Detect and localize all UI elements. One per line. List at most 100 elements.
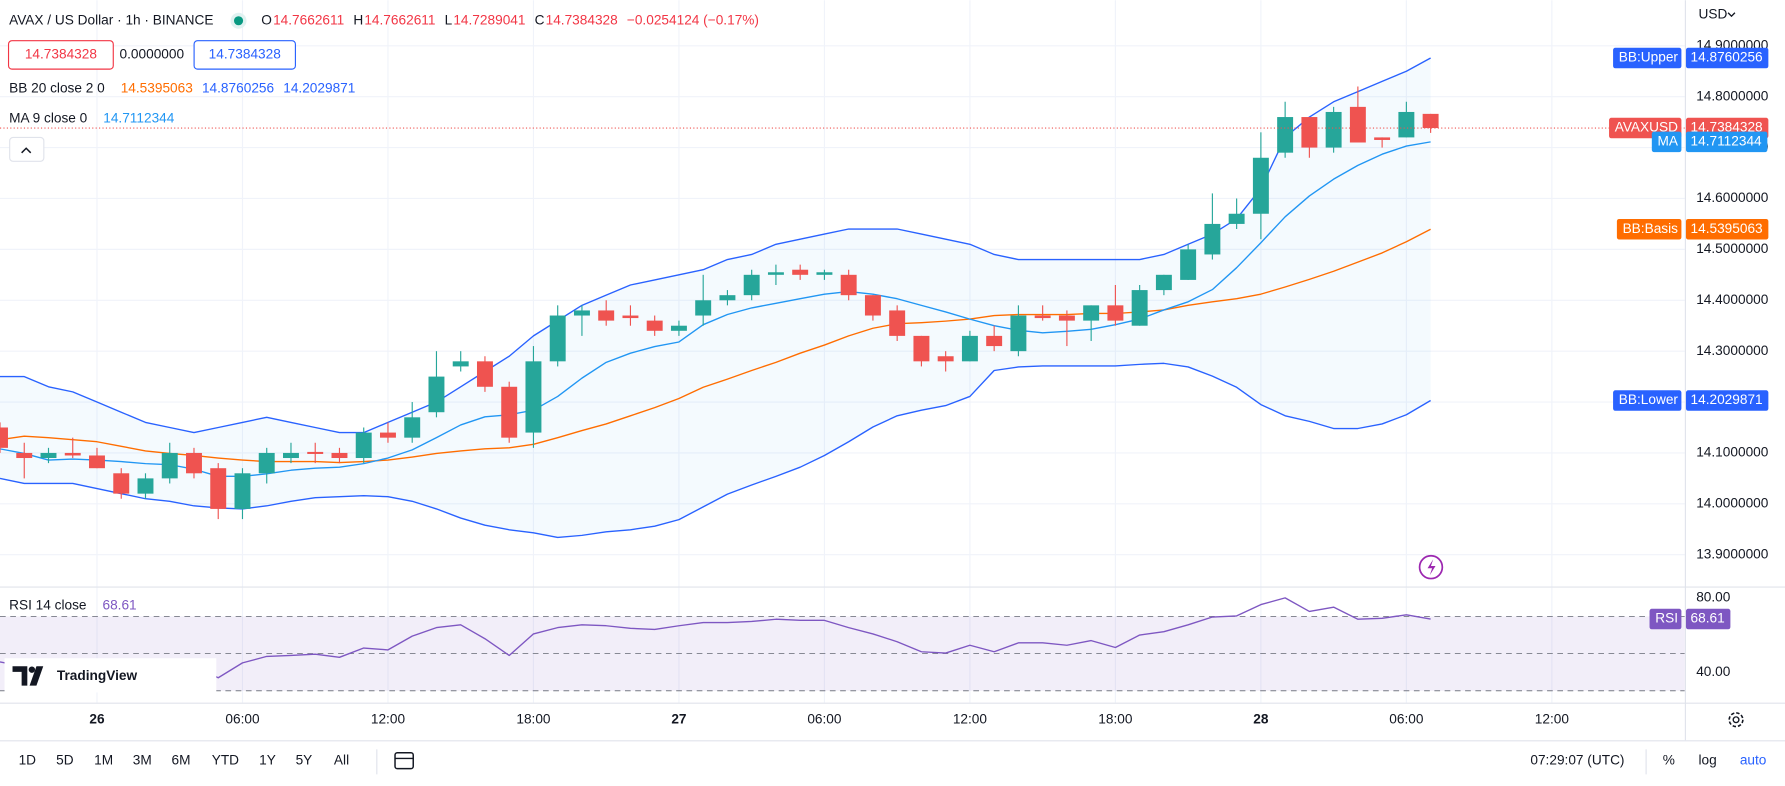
- price-change: −0.0254124 (−0.17%): [627, 12, 759, 27]
- candle-body: [428, 376, 445, 413]
- alert-bolt[interactable]: [1427, 559, 1436, 576]
- range-button[interactable]: 3M: [133, 752, 152, 767]
- legend-title[interactable]: RSI 14 close: [9, 597, 86, 612]
- candle-body: [695, 300, 712, 316]
- price-tag-value-box: [1685, 131, 1768, 153]
- candle-body: [1204, 223, 1221, 255]
- price-tag-value: 14.7384328: [1691, 120, 1763, 135]
- ohlc-value: 14.7289041: [453, 12, 525, 27]
- legend-value: 14.2029871: [283, 81, 355, 96]
- price-tag-name: RSI: [1655, 611, 1678, 626]
- brand-logo[interactable]: [12, 666, 44, 686]
- price-tag-name: AVAXUSD: [1615, 120, 1678, 135]
- rsi-plot: [0, 597, 1685, 692]
- legend-title[interactable]: BB 20 close 2 0: [9, 81, 105, 96]
- currency-caret[interactable]: [1727, 12, 1736, 18]
- ohlc-label: H: [353, 12, 363, 27]
- ohlc-label: L: [445, 12, 453, 27]
- scale-option[interactable]: %: [1663, 752, 1675, 767]
- scale-option[interactable]: auto: [1740, 752, 1767, 767]
- candle-body: [937, 356, 954, 362]
- candle-body: [1325, 111, 1342, 148]
- price-tag-name-box: [1649, 608, 1682, 630]
- candle-body: [355, 432, 372, 459]
- candle-body: [1228, 213, 1245, 224]
- ohlc-value: 14.7662611: [364, 12, 435, 27]
- candle-body: [549, 315, 566, 362]
- price-tag-name-box: [1651, 131, 1682, 153]
- scale-option[interactable]: log: [1698, 752, 1716, 767]
- range-button[interactable]: 5Y: [296, 752, 313, 767]
- candle-body: [986, 335, 1003, 347]
- candle-body: [961, 335, 978, 362]
- range-button[interactable]: 1D: [19, 752, 37, 767]
- ask-price[interactable]: 14.7384328: [209, 47, 281, 62]
- candle-body: [1034, 315, 1051, 319]
- candle-body: [1349, 106, 1366, 143]
- price-tag-value: 14.8760256: [1691, 50, 1763, 65]
- x-tick-label: 18:00: [1098, 711, 1133, 726]
- x-tick-label: 06:00: [1389, 711, 1424, 726]
- legend-value: 14.7112344: [103, 110, 175, 125]
- ohlc-label: O: [261, 12, 272, 27]
- candle-body: [501, 386, 518, 438]
- candle-body: [331, 452, 348, 459]
- x-tick-label: 28: [1253, 711, 1269, 726]
- x-tick-label: 12:00: [953, 711, 988, 726]
- overlay-layer: USD 14.7384328 0.0000000 14.7384328 Trad…: [4, 7, 1769, 775]
- range-button[interactable]: YTD: [212, 752, 239, 767]
- range-button[interactable]: All: [334, 752, 349, 767]
- candle-body: [40, 452, 57, 459]
- candle-body: [840, 274, 857, 296]
- candle-body: [476, 361, 493, 387]
- grid-layer: [0, 0, 1685, 703]
- candle-body: [161, 452, 178, 479]
- candle-body: [889, 310, 906, 336]
- brand-name[interactable]: TradingView: [57, 668, 138, 683]
- brand-logo-dot[interactable]: [28, 666, 36, 673]
- candle-body: [1301, 117, 1318, 148]
- legend-title[interactable]: MA 9 close 0: [9, 110, 88, 125]
- collapse-icon[interactable]: [21, 147, 32, 154]
- candle-body: [1180, 249, 1197, 280]
- range-button[interactable]: 1M: [94, 752, 113, 767]
- ohlc-value: 14.7662611: [273, 12, 344, 27]
- bid-box[interactable]: [7, 40, 114, 70]
- candle-body: [452, 361, 469, 367]
- price-tag-name: BB:Upper: [1619, 50, 1679, 65]
- ohlc-label: C: [535, 12, 545, 27]
- candle-body: [1010, 315, 1027, 352]
- price-tag-name: BB:Lower: [1619, 392, 1679, 407]
- range-button[interactable]: 1Y: [259, 752, 276, 767]
- y-tick-label: 14.6000000: [1696, 190, 1769, 205]
- candle-body: [404, 417, 421, 438]
- range-button[interactable]: 6M: [172, 752, 191, 767]
- goto-date-icon[interactable]: [394, 751, 414, 770]
- y-tick-label: 14.8000000: [1696, 88, 1769, 103]
- chart-title[interactable]: AVAX / US Dollar · 1h · BINANCE: [9, 12, 213, 27]
- candle-body: [210, 468, 227, 509]
- candle-body: [646, 320, 663, 331]
- legend-value: 14.5395063: [121, 81, 193, 96]
- price-tag-value-box: [1685, 390, 1769, 411]
- price-tag-value: 14.5395063: [1691, 221, 1763, 236]
- settings-icon[interactable]: [1728, 712, 1744, 728]
- main-plot: [0, 57, 1685, 539]
- candle-body: [1107, 305, 1124, 321]
- range-button[interactable]: 5D: [56, 752, 74, 767]
- candle-body: [792, 269, 809, 275]
- price-tag-value: 68.61: [1691, 611, 1725, 626]
- price-tag-name: MA: [1658, 133, 1679, 148]
- x-tick-label: 26: [89, 711, 105, 726]
- bid-price[interactable]: 14.7384328: [25, 47, 97, 62]
- candle-body: [0, 427, 8, 448]
- settings-icon-center[interactable]: [1732, 716, 1740, 724]
- currency[interactable]: USD: [1698, 7, 1727, 22]
- candle-body: [719, 295, 736, 301]
- y-tick-label: 14.4000000: [1696, 292, 1769, 307]
- y-tick-label: 14.0000000: [1696, 495, 1769, 510]
- axes-layer: 13.900000014.000000014.100000014.2000000…: [89, 37, 1768, 726]
- candle-body: [137, 478, 154, 494]
- ask-box[interactable]: [193, 40, 296, 70]
